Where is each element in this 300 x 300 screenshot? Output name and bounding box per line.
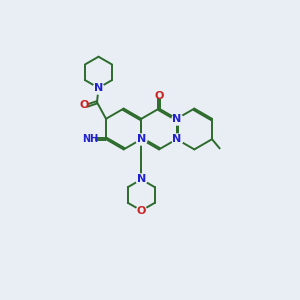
Text: N: N bbox=[137, 134, 146, 144]
Text: N: N bbox=[94, 83, 103, 93]
Text: N: N bbox=[172, 134, 181, 144]
Text: O: O bbox=[154, 91, 164, 101]
Text: N: N bbox=[172, 114, 181, 124]
Text: NH: NH bbox=[82, 134, 98, 144]
Text: O: O bbox=[136, 206, 146, 216]
Text: O: O bbox=[80, 100, 89, 110]
Text: N: N bbox=[137, 174, 146, 184]
